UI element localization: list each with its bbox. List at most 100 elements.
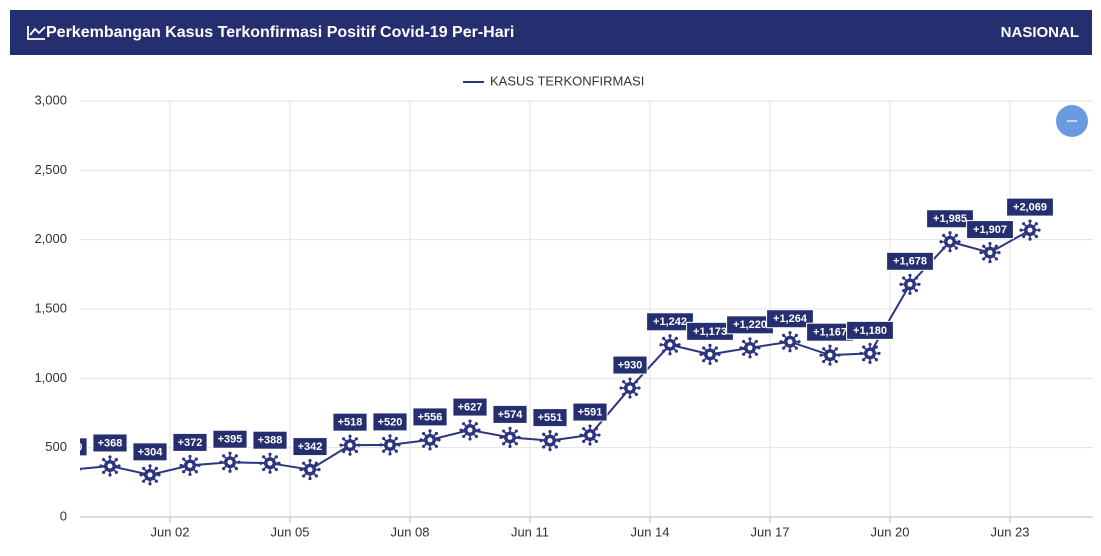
virus-spike-tip bbox=[674, 336, 678, 341]
virus-spike-tip bbox=[588, 424, 592, 428]
virus-spike-tip bbox=[397, 443, 401, 447]
virus-spike-tip bbox=[342, 449, 346, 454]
virus-spike-tip bbox=[517, 435, 521, 440]
virus-core bbox=[267, 460, 273, 466]
collapse-button[interactable] bbox=[1056, 105, 1088, 137]
virus-spike-tip bbox=[428, 429, 432, 433]
virus-core bbox=[28, 482, 33, 487]
virus-spike-tip bbox=[554, 445, 558, 449]
header-scope: NASIONAL bbox=[1001, 24, 1079, 41]
virus-spike-tip bbox=[474, 434, 478, 439]
virus-spike-tip bbox=[628, 377, 632, 381]
virus-marker bbox=[219, 451, 241, 473]
virus-spike-tip bbox=[619, 386, 623, 390]
virus-spike-tip bbox=[228, 469, 232, 473]
virus-spike-tip bbox=[22, 477, 25, 480]
virus-spike-tip bbox=[35, 477, 38, 480]
virus-core bbox=[907, 281, 913, 287]
virus-spike-tip bbox=[899, 282, 903, 286]
virus-spike-tip bbox=[739, 346, 743, 350]
virus-spike-tip bbox=[997, 250, 1001, 255]
virus-core bbox=[347, 442, 353, 448]
x-tick-label: Jun 02 bbox=[150, 524, 189, 539]
value-label: +1,173 bbox=[693, 326, 727, 338]
virus-spike-tip bbox=[948, 231, 952, 235]
virus-spike-tip bbox=[499, 435, 503, 440]
virus-spike bbox=[24, 485, 30, 491]
value-label: +1,220 bbox=[733, 319, 767, 331]
virus-spike-tip bbox=[942, 233, 946, 237]
virus-spike-tip bbox=[68, 477, 71, 480]
virus-marker bbox=[779, 331, 801, 353]
virus-spike-tip bbox=[868, 342, 872, 346]
y-tick-label: 1,500 bbox=[34, 300, 67, 315]
virus-spike-tip bbox=[988, 241, 992, 246]
virus-spike-tip bbox=[794, 333, 798, 337]
virus-spike-tip bbox=[874, 358, 878, 362]
virus-core bbox=[867, 350, 873, 356]
virus-spike bbox=[64, 470, 70, 476]
virus-spike-tip bbox=[548, 429, 552, 434]
virus-spike-tip bbox=[674, 349, 678, 353]
virus-core bbox=[187, 462, 193, 468]
virus-marker bbox=[939, 231, 961, 253]
virus-core bbox=[787, 339, 793, 345]
value-label-box bbox=[212, 429, 248, 449]
value-label: +304 bbox=[138, 446, 164, 458]
virus-spike-tip bbox=[102, 458, 106, 462]
virus-marker bbox=[979, 241, 1001, 264]
virus-spike-tip bbox=[834, 359, 838, 364]
virus-spike-tip bbox=[797, 340, 801, 344]
virus-core bbox=[387, 442, 393, 448]
virus-spike-tip bbox=[28, 474, 31, 477]
virus-spike-tip bbox=[702, 359, 706, 363]
virus-spike-tip bbox=[908, 273, 912, 277]
virus-marker bbox=[899, 273, 921, 295]
virus-spike-tip bbox=[1028, 237, 1032, 241]
x-tick-label: Jun 05 bbox=[270, 524, 309, 539]
x-tick-label: Jun 20 bbox=[870, 524, 909, 539]
virus-spike-tip bbox=[1037, 228, 1041, 232]
virus-spike-tip bbox=[994, 244, 998, 248]
virus-marker bbox=[459, 419, 481, 441]
virus-spike-tip bbox=[428, 447, 432, 451]
virus-spike-tip bbox=[422, 431, 426, 436]
virus-spike-tip bbox=[459, 428, 463, 432]
value-label-box bbox=[846, 320, 894, 340]
virus-spike-tip bbox=[948, 249, 952, 253]
virus-spike-tip bbox=[954, 246, 958, 250]
virus-spike-tip bbox=[862, 345, 866, 349]
virus-spike-tip bbox=[474, 422, 478, 426]
value-label-box bbox=[612, 355, 648, 375]
virus-spike bbox=[64, 463, 70, 469]
virus-core bbox=[467, 427, 473, 433]
virus-spike-tip bbox=[394, 449, 398, 453]
virus-spike-tip bbox=[75, 462, 78, 465]
virus-marker bbox=[64, 462, 81, 480]
virus-marker bbox=[179, 454, 201, 477]
virus-spike-tip bbox=[917, 282, 921, 286]
virus-spike-tip bbox=[708, 361, 712, 365]
virus-core bbox=[547, 438, 553, 444]
virus-spike-tip bbox=[37, 483, 40, 486]
value-label: +342 bbox=[298, 441, 323, 453]
virus-spike-tip bbox=[508, 444, 512, 449]
value-label-box bbox=[252, 430, 288, 450]
virus-spike-tip bbox=[259, 461, 263, 465]
virus-marker bbox=[139, 464, 161, 486]
y-tick-label: 3,000 bbox=[34, 92, 67, 107]
virus-spike-tip bbox=[914, 276, 918, 280]
header-bar bbox=[10, 10, 1092, 55]
value-label-box bbox=[412, 407, 448, 427]
virus-marker bbox=[259, 452, 281, 474]
virus-spike-tip bbox=[342, 437, 346, 441]
virus-spike-tip bbox=[308, 458, 312, 463]
value-label: +2,069 bbox=[1013, 202, 1047, 214]
header-icon bbox=[27, 26, 46, 40]
virus-spike-tip bbox=[542, 445, 546, 449]
virus-spike-tip bbox=[108, 473, 112, 477]
value-label-box bbox=[1006, 197, 1054, 217]
virus-spike-tip bbox=[468, 437, 472, 441]
virus-spike-tip bbox=[308, 476, 312, 481]
value-label-box bbox=[172, 432, 208, 452]
